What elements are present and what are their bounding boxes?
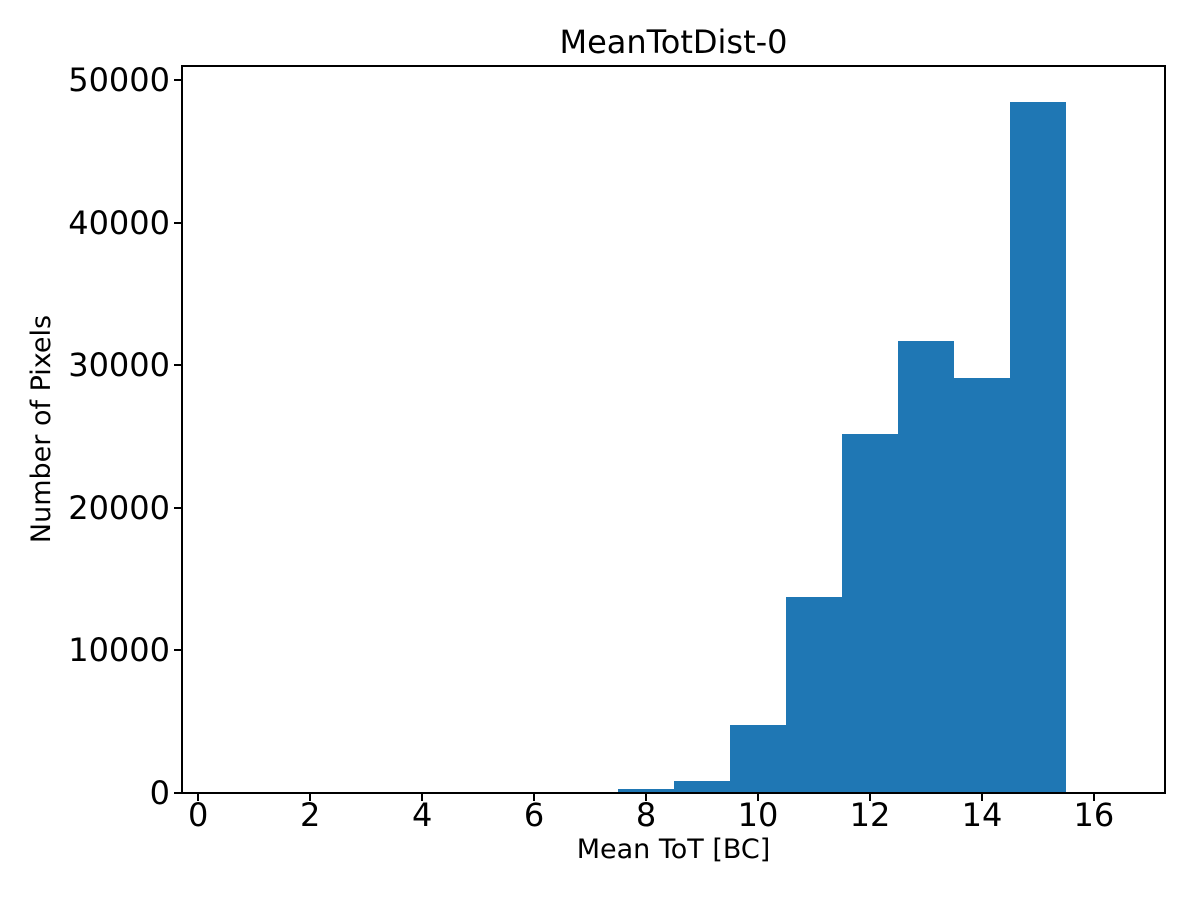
x-tick-mark [197,794,200,801]
y-tick-mark [174,79,181,82]
x-tick-label: 6 [523,796,545,834]
histogram-bar [730,725,786,793]
x-axis-label: Mean ToT [BC] [576,834,771,865]
y-tick-mark [174,221,181,224]
y-tick-label: 0 [149,774,170,812]
y-tick-mark [174,364,181,367]
x-tick-label: 4 [411,796,433,834]
y-tick-mark [174,792,181,794]
y-tick-label: 50000 [68,61,170,100]
chart-title: MeanTotDist-0 [559,23,788,61]
y-tick-label: 10000 [68,631,170,670]
x-tick-mark [421,794,424,801]
y-tick-mark [174,649,181,652]
y-tick-label: 40000 [68,203,170,242]
x-tick-mark [309,794,312,801]
x-tick-label: 16 [1073,796,1115,834]
histogram-bar [674,781,731,793]
x-tick-mark [980,794,983,801]
x-tick-mark [757,794,760,801]
y-tick-mark [174,506,181,509]
x-tick-label: 14 [961,796,1003,834]
y-tick-label: 30000 [68,346,170,385]
histogram-bar [1009,102,1066,793]
x-tick-mark [868,794,871,801]
histogram-bar [841,434,898,793]
plot-area [181,65,1166,794]
histogram-bar [953,378,1010,793]
histogram-bar [618,789,675,793]
x-tick-label: 2 [300,796,321,834]
x-tick-mark [1092,794,1095,801]
histogram-bar [897,341,954,793]
x-tick-label: 8 [635,796,657,834]
x-tick-label: 10 [737,796,779,834]
x-tick-mark [533,794,536,801]
x-tick-label: 0 [188,796,209,834]
x-tick-label: 12 [849,796,891,834]
histogram-bar [786,597,842,793]
y-tick-label: 20000 [68,488,170,527]
x-tick-mark [645,794,648,801]
